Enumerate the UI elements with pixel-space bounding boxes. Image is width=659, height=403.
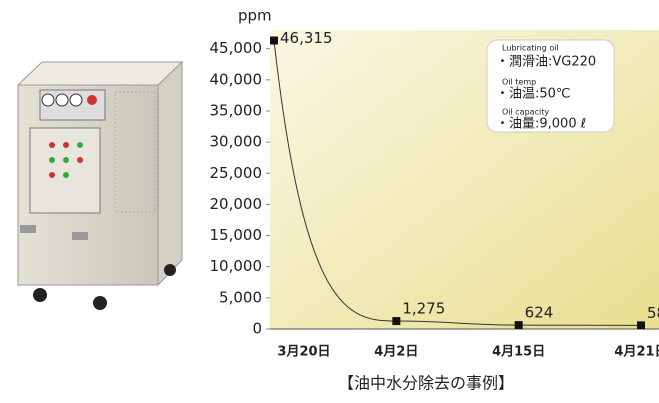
annotation-label: Oil capacity: [502, 108, 549, 117]
annotation-text: ・油量:9,000 ℓ: [496, 117, 586, 132]
caption: 【油中水分除去の事例】: [338, 374, 514, 393]
annotation-box: [486, 39, 615, 133]
y-tick-label: 5,000: [219, 288, 262, 306]
data-point: [270, 36, 278, 45]
y-tick-label: 10,000: [210, 257, 263, 275]
x-tick-label: 4月15日: [492, 345, 545, 360]
data-point: [637, 321, 645, 330]
y-tick-label: 20,000: [210, 195, 263, 213]
data-point: [392, 317, 401, 326]
y-axis-label: ppm: [238, 7, 272, 25]
value-label: 586: [647, 304, 659, 322]
annotation-label: Lubricating oil: [502, 44, 559, 53]
y-tick-label: 15,000: [210, 226, 263, 244]
x-tick-label: 4月21日: [614, 345, 659, 360]
y-tick-label: 35,000: [210, 101, 263, 119]
data-line: [273, 40, 642, 326]
y-tick-label: 0: [252, 320, 262, 338]
x-tick-label: 3月20日: [277, 345, 330, 360]
value-label: 46,315: [280, 29, 333, 47]
y-tick-label: 45,000: [210, 39, 263, 57]
y-tick-label: 25,000: [210, 164, 263, 182]
data-point: [514, 321, 523, 330]
y-tick-label: 30,000: [210, 133, 263, 151]
value-label: 1,275: [402, 300, 445, 318]
product-photo: [16, 60, 184, 310]
annotation-text: ・潤滑油:VG220: [496, 55, 596, 70]
x-tick-label: 4月2日: [374, 345, 418, 360]
y-tick-label: 40,000: [210, 70, 263, 88]
annotation-text: ・油温:50℃: [496, 87, 571, 102]
annotation-label: Oil temp: [502, 78, 536, 87]
value-label: 624: [525, 304, 554, 322]
